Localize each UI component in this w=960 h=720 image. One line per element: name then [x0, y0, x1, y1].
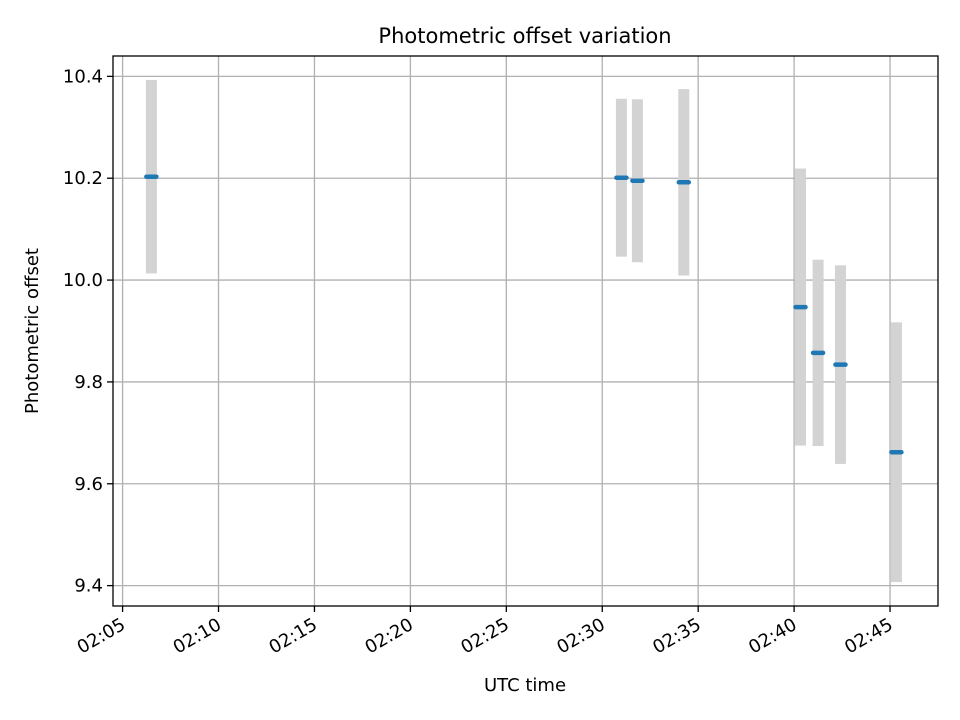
chart-title: Photometric offset variation [378, 24, 671, 48]
y-tick-label: 9.4 [74, 576, 103, 597]
y-tick-label: 10.2 [63, 168, 103, 189]
y-tick-label: 10.0 [63, 270, 103, 291]
x-axis-label: UTC time [484, 675, 566, 696]
data-series [144, 79, 904, 583]
y-tick-label: 9.8 [74, 372, 103, 393]
y-tick-label: 9.6 [74, 474, 103, 495]
grid-lines [113, 56, 938, 606]
plot-frame [112, 55, 939, 607]
y-axis-label: Photometric offset [22, 248, 43, 414]
y-tick-label: 10.4 [63, 66, 103, 87]
